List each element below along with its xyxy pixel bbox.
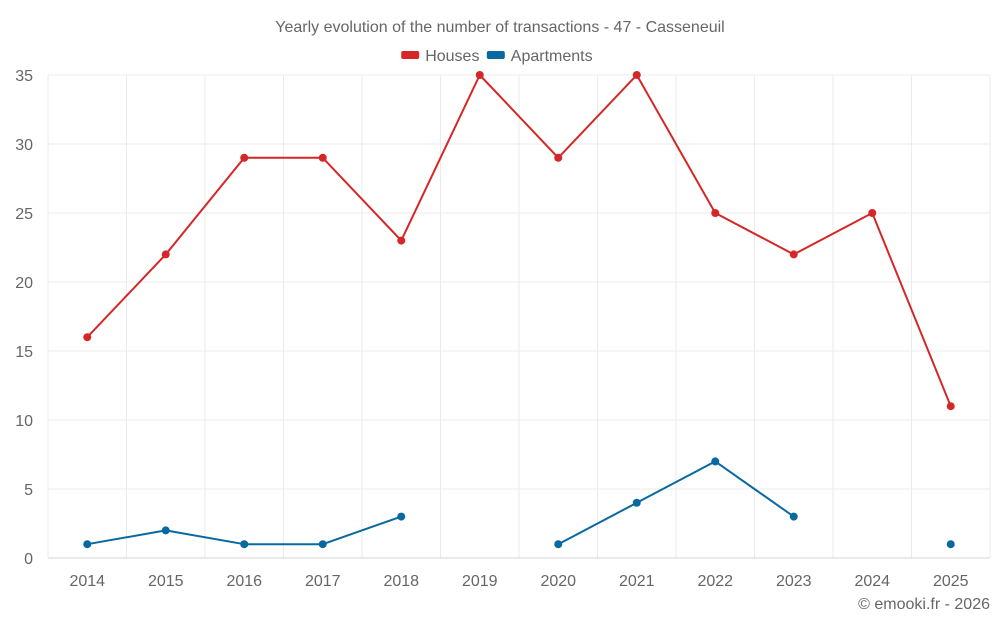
x-tick-label: 2024	[854, 573, 890, 590]
data-point[interactable]	[554, 540, 563, 549]
data-point[interactable]	[397, 236, 406, 245]
data-point[interactable]	[83, 540, 92, 549]
data-point[interactable]	[868, 209, 877, 217]
legend-item-apartments[interactable]: Apartments	[486, 48, 593, 65]
data-point[interactable]	[397, 512, 406, 521]
y-axis: 0 5 10 15 20 25 30 35	[15, 68, 33, 568]
y-tick-label: 5	[24, 482, 33, 499]
data-point[interactable]	[240, 153, 249, 162]
data-point[interactable]	[946, 540, 955, 549]
data-point[interactable]	[161, 250, 170, 259]
data-point[interactable]	[240, 540, 249, 549]
series-line	[87, 515, 402, 546]
y-tick-label: 15	[15, 344, 33, 361]
data-point[interactable]	[632, 71, 641, 79]
credit-text: © emooki.fr - 2026	[858, 596, 990, 613]
series-line	[557, 460, 795, 546]
chart-title: Yearly evolution of the number of transa…	[275, 19, 724, 36]
y-tick-label: 0	[24, 551, 33, 568]
y-tick-label: 35	[15, 68, 33, 85]
y-tick-label: 25	[15, 206, 33, 223]
data-point[interactable]	[554, 153, 563, 162]
legend: Houses Apartments	[401, 48, 593, 65]
x-tick-label: 2016	[226, 573, 262, 590]
data-point[interactable]	[83, 333, 92, 342]
data-point[interactable]	[946, 402, 955, 411]
data-point[interactable]	[711, 209, 720, 217]
x-tick-label: 2021	[619, 573, 655, 590]
y-tick-label: 30	[15, 137, 33, 154]
data-point[interactable]	[161, 526, 170, 535]
series-line	[86, 74, 952, 407]
data-point[interactable]	[475, 71, 484, 79]
x-tick-label: 2023	[776, 573, 812, 590]
data-point[interactable]	[318, 153, 327, 162]
legend-swatch	[486, 51, 505, 59]
x-tick-label: 2020	[540, 573, 576, 590]
series-houses	[83, 71, 955, 411]
data-point[interactable]	[711, 457, 720, 466]
x-tick-label: 2018	[383, 573, 419, 590]
y-tick-label: 10	[15, 413, 33, 430]
x-tick-label: 2025	[933, 573, 969, 590]
series-apartments	[83, 457, 955, 549]
data-point[interactable]	[789, 250, 798, 259]
x-tick-label: 2022	[697, 573, 733, 590]
grid-lines	[47, 74, 991, 558]
data-point[interactable]	[632, 498, 641, 507]
x-tick-label: 2019	[462, 573, 498, 590]
legend-label: Apartments	[511, 48, 593, 65]
legend-item-houses[interactable]: Houses	[401, 48, 479, 65]
y-tick-label: 20	[15, 275, 33, 292]
x-axis: 2014 2015 2016 2017 2018 2019 2020 2021 2022 2023…	[48, 557, 990, 590]
legend-swatch	[401, 51, 420, 59]
data-point[interactable]	[318, 540, 327, 549]
x-tick-label: 2015	[148, 573, 184, 590]
x-tick-label: 2014	[69, 573, 105, 590]
legend-label: Houses	[425, 48, 479, 65]
series	[83, 71, 955, 549]
x-tick-label: 2017	[305, 573, 341, 590]
data-point[interactable]	[789, 512, 798, 521]
